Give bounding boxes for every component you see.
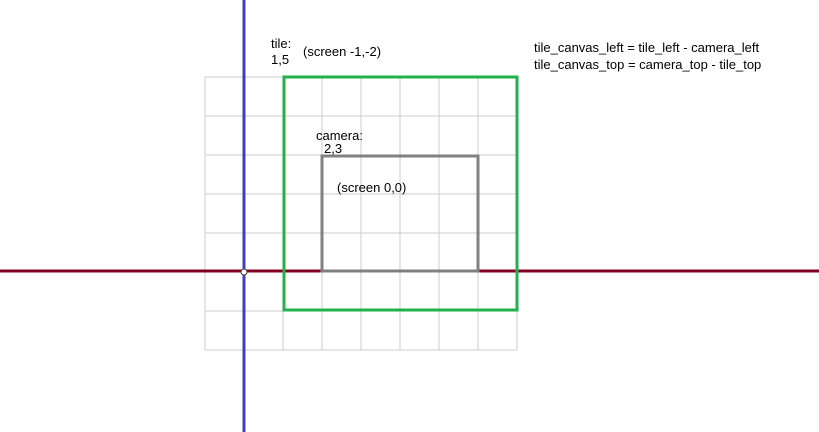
grid [204,76,518,351]
tile-label-title: tile: [271,36,292,51]
camera-label-title: camera: [316,128,363,143]
tile-label-coords: 1,5 [271,52,290,67]
origin-marker [240,268,248,276]
formula-left: tile_canvas_left = tile_left - camera_le… [534,40,760,55]
formula-top: tile_canvas_top = camera_top - tile_top [534,57,762,72]
camera-screen-label: (screen 0,0) [337,180,407,195]
camera-rectangle [320,154,480,273]
tile-screen-label: (screen -1,-2) [303,44,382,59]
tile-rectangle [282,75,519,312]
camera-label-coords: 2,3 [324,141,343,156]
